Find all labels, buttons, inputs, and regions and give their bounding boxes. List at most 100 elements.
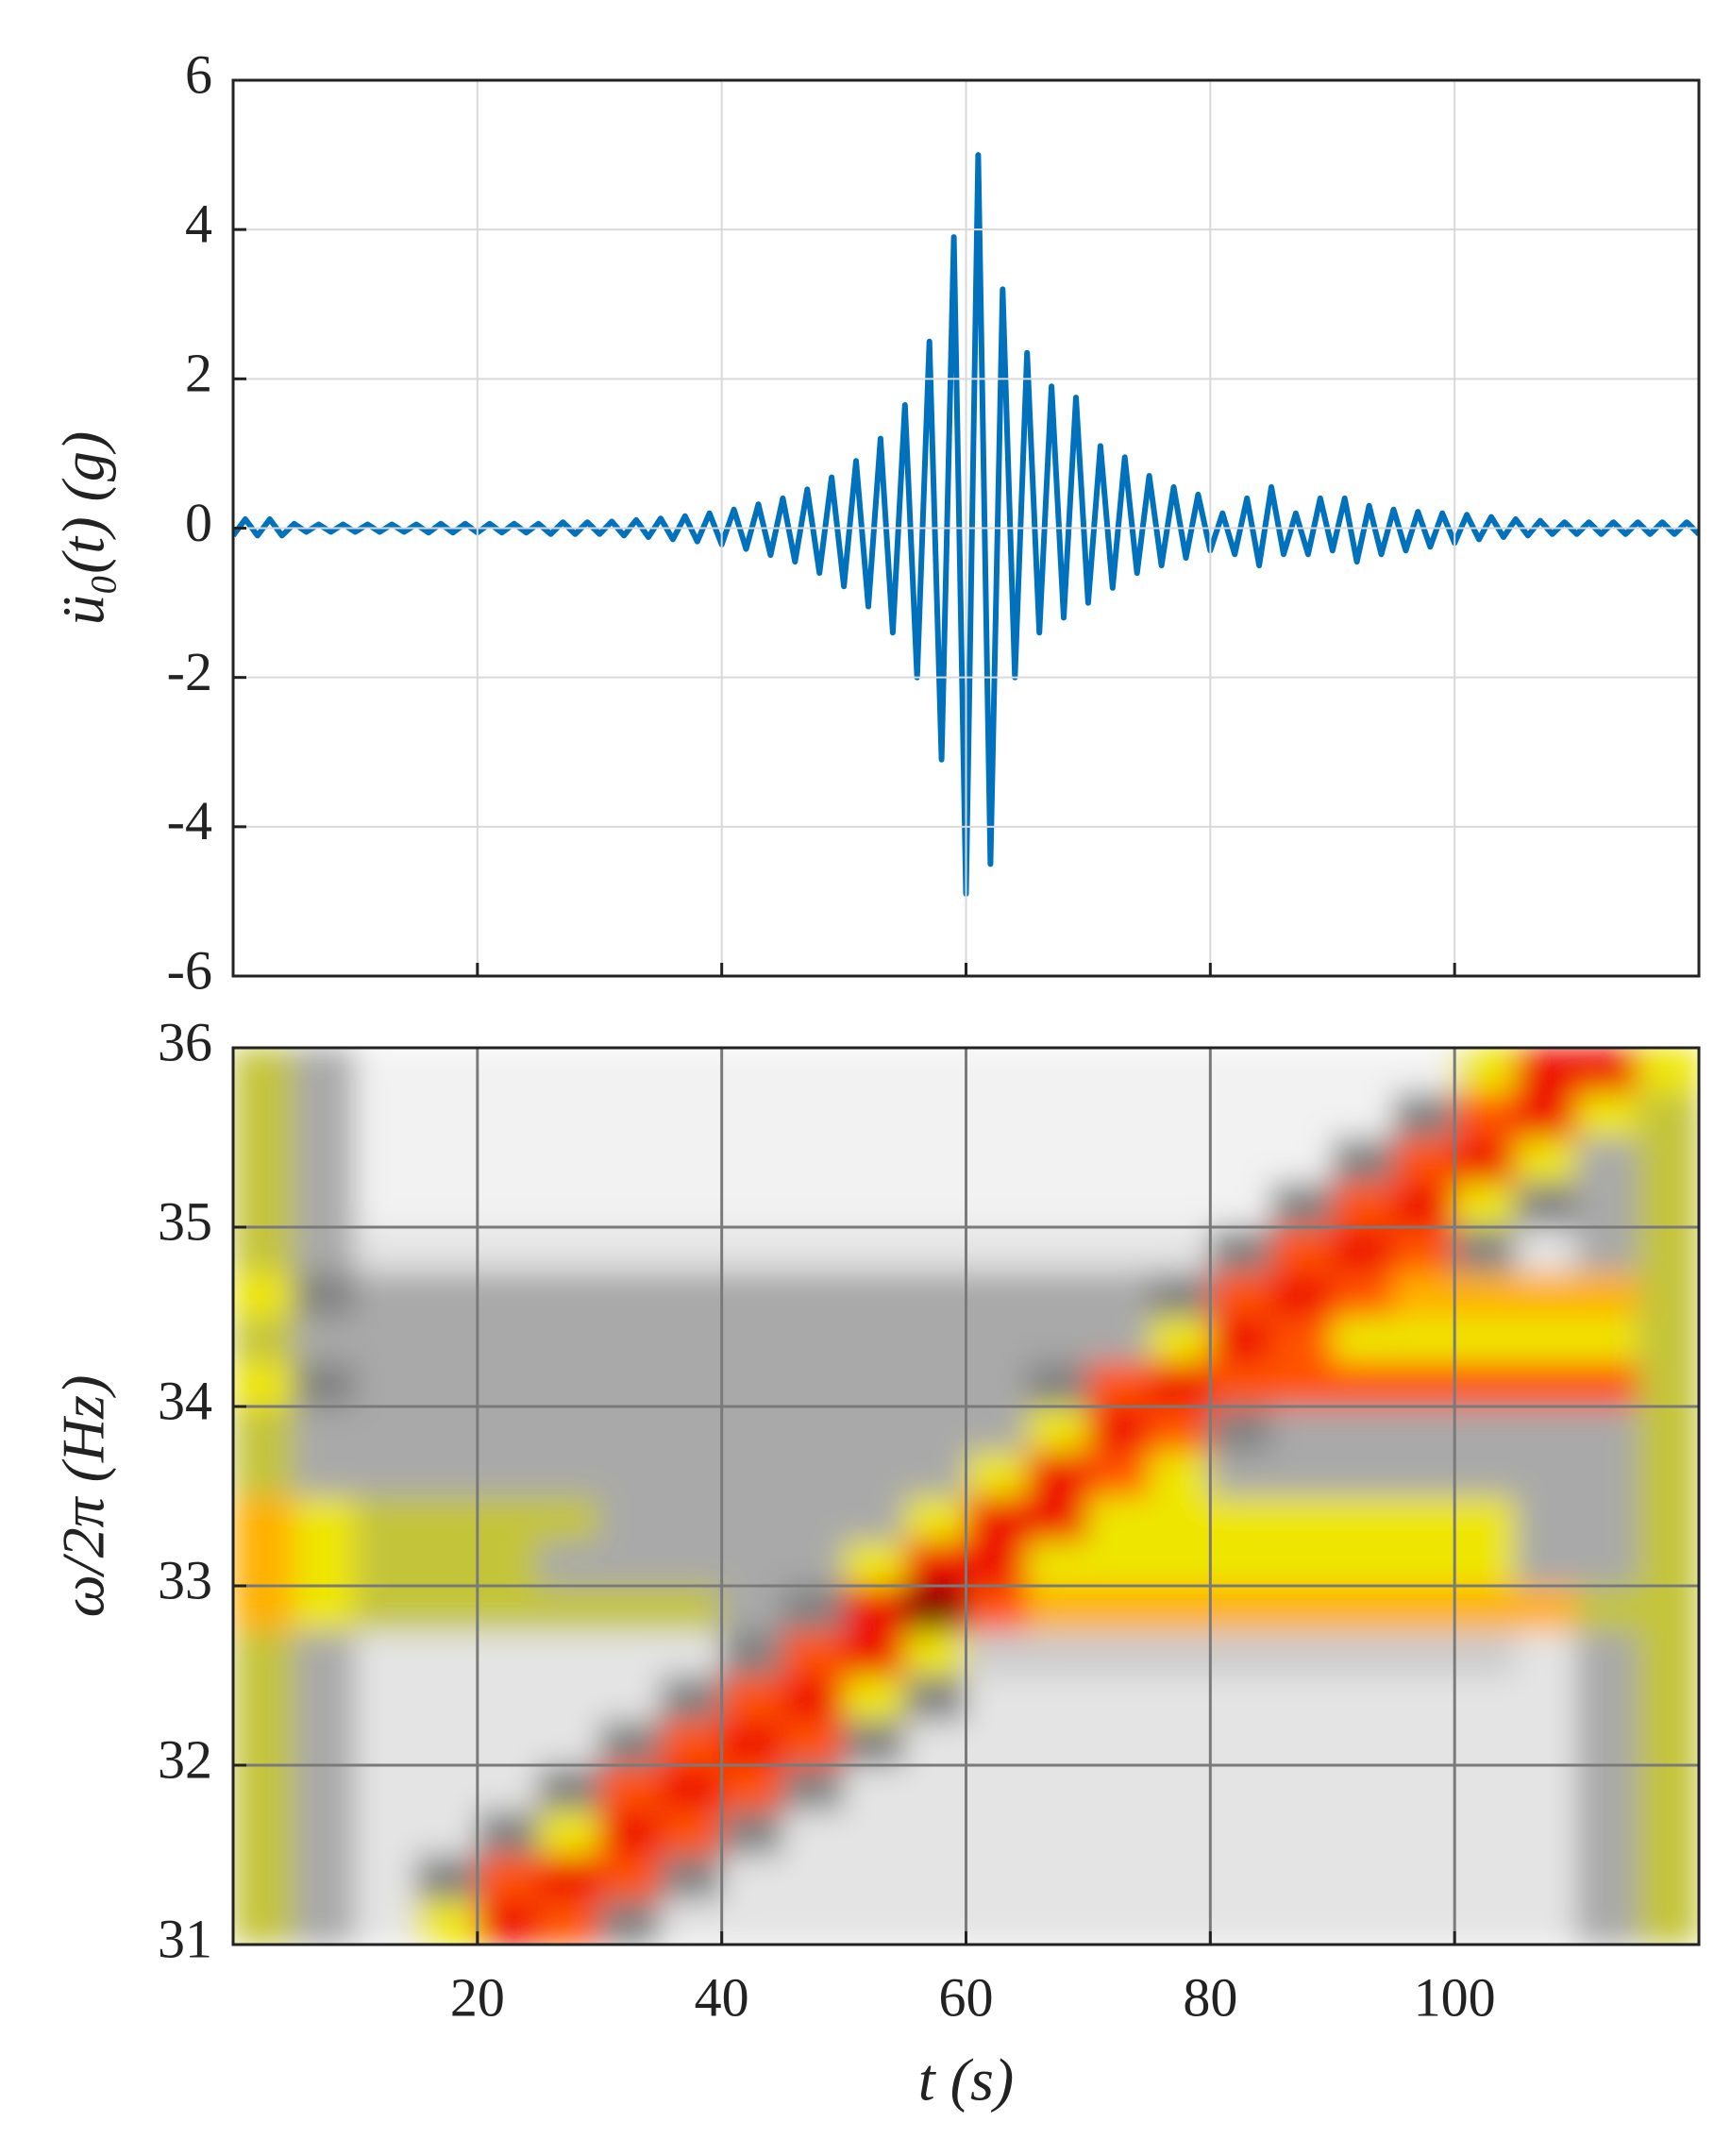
heat-cell bbox=[966, 1764, 1028, 1811]
heat-cell bbox=[1637, 1720, 1699, 1766]
heat-cell bbox=[843, 1899, 906, 1945]
heat-cell bbox=[294, 1316, 356, 1362]
heat-cell bbox=[1515, 1226, 1578, 1272]
heat-cell bbox=[721, 1764, 783, 1811]
heat-cell bbox=[904, 1048, 966, 1093]
heat-cell bbox=[1332, 1316, 1394, 1362]
heat-cell bbox=[1637, 1137, 1699, 1183]
heat-cell bbox=[1149, 1092, 1211, 1138]
heat-cell bbox=[1515, 1092, 1578, 1138]
heat-cell bbox=[1332, 1137, 1394, 1183]
heat-cell bbox=[1576, 1316, 1639, 1362]
heat-cell bbox=[1209, 1630, 1272, 1676]
y-tick-label: 32 bbox=[158, 1728, 212, 1790]
heat-cell bbox=[294, 1630, 356, 1676]
heat-cell bbox=[721, 1137, 783, 1183]
heat-cell bbox=[294, 1182, 356, 1228]
heat-cell bbox=[1270, 1764, 1334, 1811]
heat-cell bbox=[598, 1048, 662, 1093]
heat-cell bbox=[1332, 1226, 1394, 1272]
heat-cell bbox=[1270, 1675, 1334, 1721]
heat-cell bbox=[1149, 1272, 1211, 1318]
heat-cell bbox=[1454, 1675, 1517, 1721]
heat-cell bbox=[1515, 1272, 1578, 1318]
heat-cell bbox=[1209, 1810, 1272, 1856]
heat-cell bbox=[1149, 1137, 1211, 1183]
heat-cell bbox=[904, 1451, 966, 1497]
heat-cell bbox=[1392, 1137, 1455, 1183]
heat-cell bbox=[1637, 1541, 1699, 1587]
heat-cell bbox=[1026, 1899, 1089, 1945]
heat-cell bbox=[538, 1406, 600, 1452]
heat-cell bbox=[1576, 1182, 1639, 1228]
heat-cell bbox=[660, 1585, 723, 1631]
y-tick-label: -6 bbox=[167, 939, 212, 1001]
heat-cell bbox=[598, 1137, 662, 1183]
heat-cell bbox=[1026, 1137, 1089, 1183]
heat-cell bbox=[294, 1361, 356, 1407]
heat-cell bbox=[1576, 1406, 1639, 1452]
heat-cell bbox=[843, 1272, 906, 1318]
heat-cell bbox=[1332, 1899, 1394, 1945]
heat-cell bbox=[294, 1585, 356, 1631]
heat-cell bbox=[1026, 1316, 1089, 1362]
heat-cell bbox=[354, 1048, 417, 1093]
heat-cell bbox=[1087, 1361, 1151, 1407]
x-tick-label: 60 bbox=[939, 1966, 994, 2028]
heat-cell bbox=[1576, 1630, 1639, 1676]
heat-cell bbox=[781, 1675, 845, 1721]
plot-area bbox=[233, 1048, 1699, 1945]
heat-cell bbox=[1576, 1764, 1639, 1811]
heat-cell bbox=[477, 1541, 540, 1587]
heat-cell bbox=[598, 1182, 662, 1228]
heat-cell bbox=[1087, 1854, 1151, 1900]
heat-cell bbox=[1209, 1092, 1272, 1138]
y-tick-label: 4 bbox=[185, 193, 212, 254]
heat-cell bbox=[294, 1720, 356, 1766]
heat-cell bbox=[966, 1182, 1028, 1228]
heat-cell bbox=[1637, 1585, 1699, 1631]
heat-cell bbox=[1332, 1630, 1394, 1676]
heat-cell bbox=[538, 1092, 600, 1138]
heat-cell bbox=[1637, 1092, 1699, 1138]
heat-cell bbox=[233, 1495, 295, 1541]
heat-cell bbox=[660, 1495, 723, 1541]
heat-cell bbox=[843, 1137, 906, 1183]
heat-cell bbox=[538, 1585, 600, 1631]
y-tick-label: -2 bbox=[167, 641, 212, 702]
heat-cell bbox=[354, 1899, 417, 1945]
heat-cell bbox=[1637, 1048, 1699, 1093]
heat-cell bbox=[233, 1854, 295, 1900]
heat-cell bbox=[354, 1406, 417, 1452]
heat-cell bbox=[598, 1316, 662, 1362]
heat-cell bbox=[598, 1585, 662, 1631]
heat-cell bbox=[1087, 1137, 1151, 1183]
heat-cell bbox=[904, 1406, 966, 1452]
heat-cell bbox=[294, 1541, 356, 1587]
heat-cell bbox=[1026, 1764, 1089, 1811]
heat-cell bbox=[1454, 1406, 1517, 1452]
heat-cell bbox=[1637, 1630, 1699, 1676]
heat-cell bbox=[294, 1675, 356, 1721]
heat-cell bbox=[1149, 1675, 1211, 1721]
heat-cell bbox=[843, 1495, 906, 1541]
heat-cell bbox=[354, 1316, 417, 1362]
heat-cell bbox=[1332, 1361, 1394, 1407]
heatmap bbox=[233, 1048, 1699, 1945]
heat-cell bbox=[233, 1810, 295, 1856]
heat-cell bbox=[721, 1899, 783, 1945]
heat-cell bbox=[415, 1451, 479, 1497]
heat-cell bbox=[1087, 1451, 1151, 1497]
heat-cell bbox=[1026, 1720, 1089, 1766]
heat-cell bbox=[843, 1361, 906, 1407]
heat-cell bbox=[1454, 1585, 1517, 1631]
y-axis-label: ω/2π (Hz) bbox=[50, 1375, 117, 1618]
heat-cell bbox=[1087, 1899, 1151, 1945]
heat-cell bbox=[233, 1048, 295, 1093]
heat-cell bbox=[1026, 1675, 1089, 1721]
heat-cell bbox=[1087, 1048, 1151, 1093]
heat-cell bbox=[1149, 1226, 1211, 1272]
heat-cell bbox=[1270, 1182, 1334, 1228]
heat-cell bbox=[1637, 1272, 1699, 1318]
heat-cell bbox=[294, 1048, 356, 1093]
